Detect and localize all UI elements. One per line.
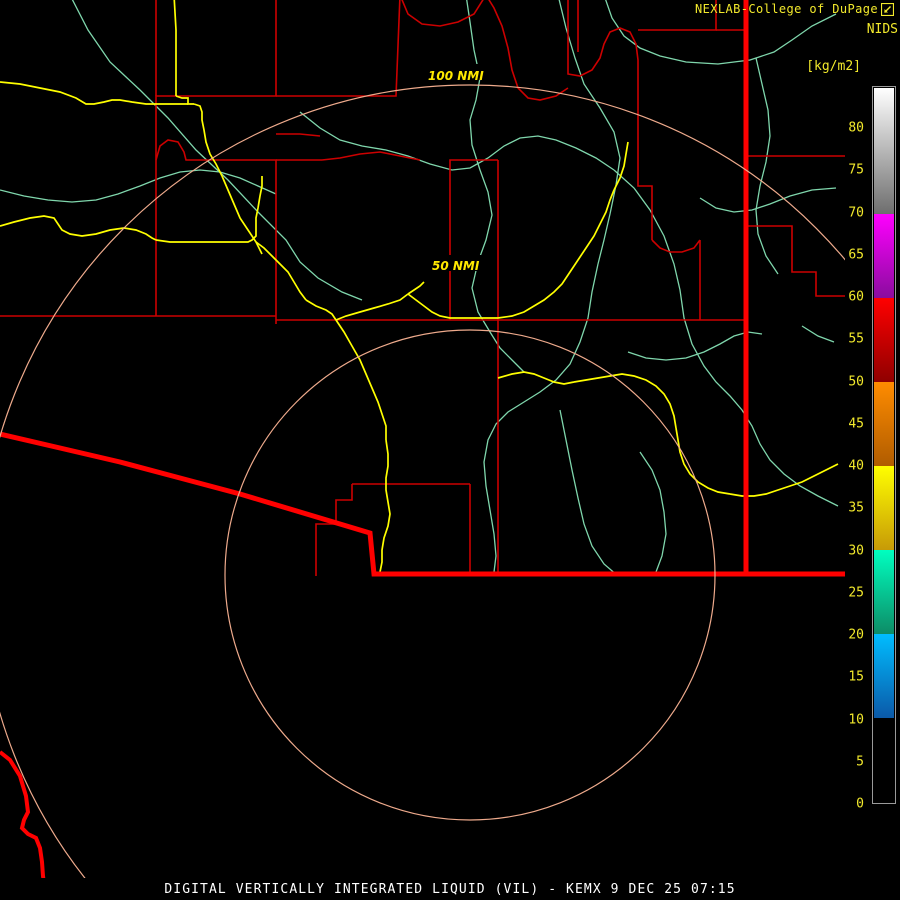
branding: NEXLAB-College of DuPage xyxy=(695,2,894,16)
colorbar-tick-25: 25 xyxy=(848,585,864,601)
range-ring-label-50nmi: 50 NMI xyxy=(432,259,480,273)
colorbar-tick-5: 5 xyxy=(856,754,864,770)
ring-label-50-mask xyxy=(428,255,482,271)
range-ring-100nmi xyxy=(0,84,845,878)
highway-layer xyxy=(0,0,839,576)
product-caption: DIGITAL VERTICALLY INTEGRATED LIQUID (VI… xyxy=(164,881,736,897)
colorbar-gradient xyxy=(874,88,894,802)
map-background xyxy=(0,0,845,878)
colorbar-tick-35: 35 xyxy=(848,500,864,516)
colorbar-tick-75: 75 xyxy=(848,162,864,178)
colorbar-product-label: NIDS xyxy=(866,22,898,37)
colorbar-tick-80: 80 xyxy=(848,120,864,136)
colorbar-tick-50: 50 xyxy=(848,374,864,390)
footer-bar: DIGITAL VERTICALLY INTEGRATED LIQUID (VI… xyxy=(0,878,900,900)
colorbar-tick-55: 55 xyxy=(848,331,864,347)
colorbar-panel: NIDS [kg/m2] 0 5 10 15 20 25 30 35 40 45 50 55 60 65 7… xyxy=(806,0,900,878)
radar-map-svg[interactable]: 100 NMI 50 NMI xyxy=(0,0,845,878)
range-ring-layer xyxy=(0,84,845,878)
colorbar-tick-45: 45 xyxy=(848,416,864,432)
colorbar-bar[interactable] xyxy=(872,86,896,804)
colorbar-tick-40: 40 xyxy=(848,458,864,474)
range-ring-50nmi xyxy=(224,329,716,821)
colorbar-tick-60: 60 xyxy=(848,289,864,305)
ring-label-100-mask xyxy=(425,64,485,80)
international-border-layer xyxy=(0,431,845,577)
branding-label: NEXLAB-College of DuPage xyxy=(695,2,878,16)
colorbar-tick-20: 20 xyxy=(848,627,864,643)
colorbar-unit-label: [kg/m2] xyxy=(806,59,861,74)
colorbar-tick-65: 65 xyxy=(848,247,864,263)
radar-map-panel[interactable]: 100 NMI 50 NMI xyxy=(0,0,845,878)
river-layer xyxy=(0,0,839,577)
foreign-boundary-layer xyxy=(0,750,46,878)
colorbar-tick-30: 30 xyxy=(848,543,864,559)
colorbar-tick-15: 15 xyxy=(848,669,864,685)
county-boundary-layer xyxy=(0,0,845,576)
colorbar-tick-70: 70 xyxy=(848,205,864,221)
colorbar-tick-labels: 0 5 10 15 20 25 30 35 40 45 50 55 60 65 70 75 80 xyxy=(806,86,870,811)
colorbar-tick-0: 0 xyxy=(856,796,864,812)
colorbar-tick-10: 10 xyxy=(848,712,864,728)
range-ring-label-100nmi: 100 NMI xyxy=(428,69,484,83)
resize-arrow-icon[interactable] xyxy=(881,2,894,16)
